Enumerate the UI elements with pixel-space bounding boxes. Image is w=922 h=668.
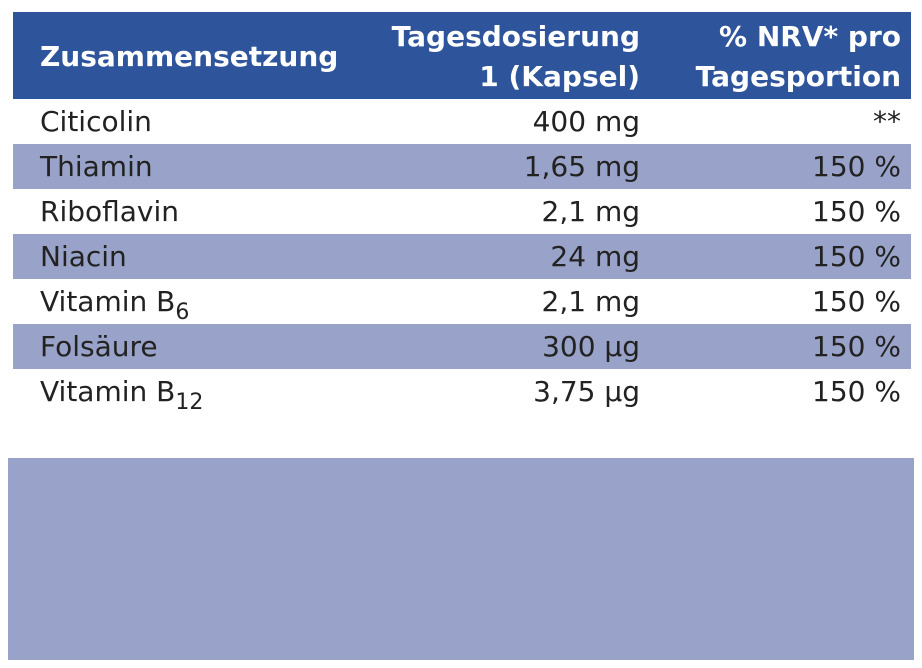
header-nrv-line1: % NRV* pro xyxy=(719,20,901,53)
row-name-subscript: 6 xyxy=(175,300,190,325)
row-nrv: 150 % xyxy=(812,240,901,273)
row-nrv: 150 % xyxy=(812,330,901,363)
header-daily-dose-line1: Tagesdosierung xyxy=(391,20,640,53)
row-name-text: Niacin xyxy=(40,240,127,273)
row-name-subscript: 12 xyxy=(175,390,204,415)
header-composition: Zusammensetzung xyxy=(40,40,339,73)
row-name-text: Thiamin xyxy=(40,150,153,183)
row-dose: 3,75 µg xyxy=(533,375,640,408)
row-name-text: Vitamin B xyxy=(40,285,176,318)
row-name: Riboflavin xyxy=(40,189,179,234)
nutrient-table: Zusammensetzung Tagesdosierung 1 (Kapsel… xyxy=(13,12,911,414)
header-daily-dose: Tagesdosierung 1 (Kapsel) xyxy=(392,17,640,97)
row-name-text: Citicolin xyxy=(40,105,152,138)
row-nrv: 150 % xyxy=(812,150,901,183)
table-header: Zusammensetzung Tagesdosierung 1 (Kapsel… xyxy=(13,12,911,99)
row-name: Vitamin B12 xyxy=(40,369,203,414)
footer-box xyxy=(8,458,914,660)
row-dose: 2,1 mg xyxy=(541,195,640,228)
row-dose: 24 mg xyxy=(550,240,640,273)
table-row: Vitamin B12 3,75 µg 150 % xyxy=(13,369,911,414)
row-dose: 300 µg xyxy=(542,330,640,363)
row-name: Thiamin xyxy=(40,144,153,189)
row-name-text: Folsäure xyxy=(40,330,158,363)
row-dose: 2,1 mg xyxy=(541,285,640,318)
table-row: Thiamin 1,65 mg 150 % xyxy=(13,144,911,189)
row-name-text: Riboflavin xyxy=(40,195,180,228)
row-name: Vitamin B6 xyxy=(40,279,189,324)
row-nrv: ** xyxy=(873,105,901,138)
table-row: Vitamin B6 2,1 mg 150 % xyxy=(13,279,911,324)
row-name-text: Vitamin B xyxy=(40,375,176,408)
row-dose: 1,65 mg xyxy=(523,150,640,183)
row-nrv: 150 % xyxy=(812,375,901,408)
row-dose: 400 mg xyxy=(532,105,640,138)
row-name: Folsäure xyxy=(40,324,158,369)
table-row: Riboflavin 2,1 mg 150 % xyxy=(13,189,911,234)
row-name: Citicolin xyxy=(40,99,152,144)
header-daily-dose-line2: 1 (Kapsel) xyxy=(479,60,640,93)
header-nrv-line2: Tagesportion xyxy=(695,60,901,93)
row-nrv: 150 % xyxy=(812,285,901,318)
table-row: Niacin 24 mg 150 % xyxy=(13,234,911,279)
row-name: Niacin xyxy=(40,234,127,279)
table-row: Folsäure 300 µg 150 % xyxy=(13,324,911,369)
header-nrv: % NRV* pro Tagesportion xyxy=(696,17,901,97)
table-row: Citicolin 400 mg ** xyxy=(13,99,911,144)
row-nrv: 150 % xyxy=(812,195,901,228)
